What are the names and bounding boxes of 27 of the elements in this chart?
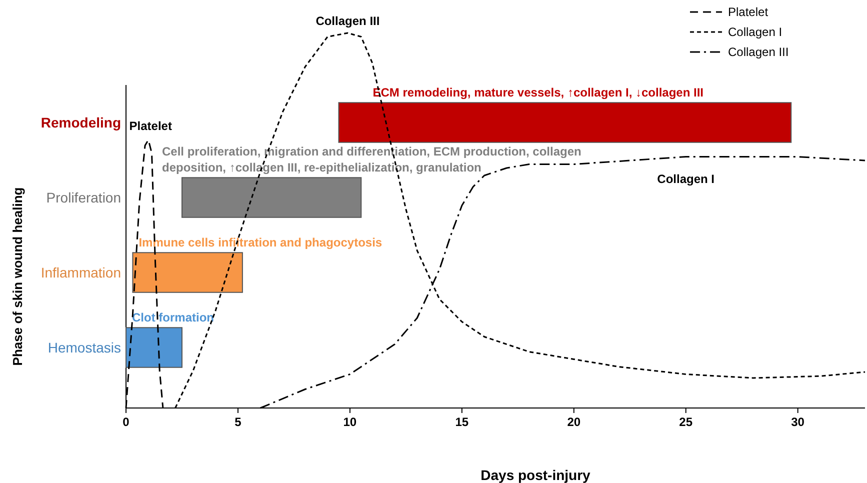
y-tick-label: Hemostasis bbox=[48, 340, 121, 356]
annotation: Collagen III bbox=[316, 14, 380, 28]
y-axis-title: Phase of skin wound healing bbox=[10, 187, 25, 366]
bar bbox=[126, 327, 182, 368]
x-tick-label: 15 bbox=[455, 415, 469, 429]
annotation: Collagen I bbox=[657, 172, 715, 186]
x-tick-label: 20 bbox=[567, 415, 581, 429]
annotation: Platelet bbox=[129, 119, 172, 133]
y-tick-label: Remodeling bbox=[40, 114, 121, 130]
y-tick-label: Inflammation bbox=[40, 264, 121, 280]
bar bbox=[338, 102, 792, 143]
legend-label: Collagen I bbox=[728, 25, 782, 39]
y-tick-label: Proliferation bbox=[46, 190, 121, 206]
x-axis-title: Days post-injury bbox=[480, 467, 591, 483]
legend-label: Collagen III bbox=[728, 45, 789, 59]
annotation: Immune cells infiltration and phagocytosis bbox=[138, 236, 382, 250]
x-tick-label: 25 bbox=[679, 415, 693, 429]
x-tick-label: 5 bbox=[234, 415, 242, 429]
bar bbox=[132, 252, 243, 293]
annotation: ECM remodeling, mature vessels, ↑collagen I, ↓collagen III bbox=[372, 86, 704, 100]
legend-label: Platelet bbox=[728, 5, 769, 19]
bar bbox=[181, 177, 362, 218]
annotation: Cell proliferation, migration and differentiation, ECM production, collagen deposition, ↑collagen III, re-epithelialization, granulation bbox=[162, 144, 582, 175]
x-tick-label: 0 bbox=[122, 415, 130, 429]
x-tick-label: 10 bbox=[343, 415, 357, 429]
x-tick-label: 30 bbox=[791, 415, 805, 429]
annotation: Clot formation bbox=[132, 310, 214, 325]
